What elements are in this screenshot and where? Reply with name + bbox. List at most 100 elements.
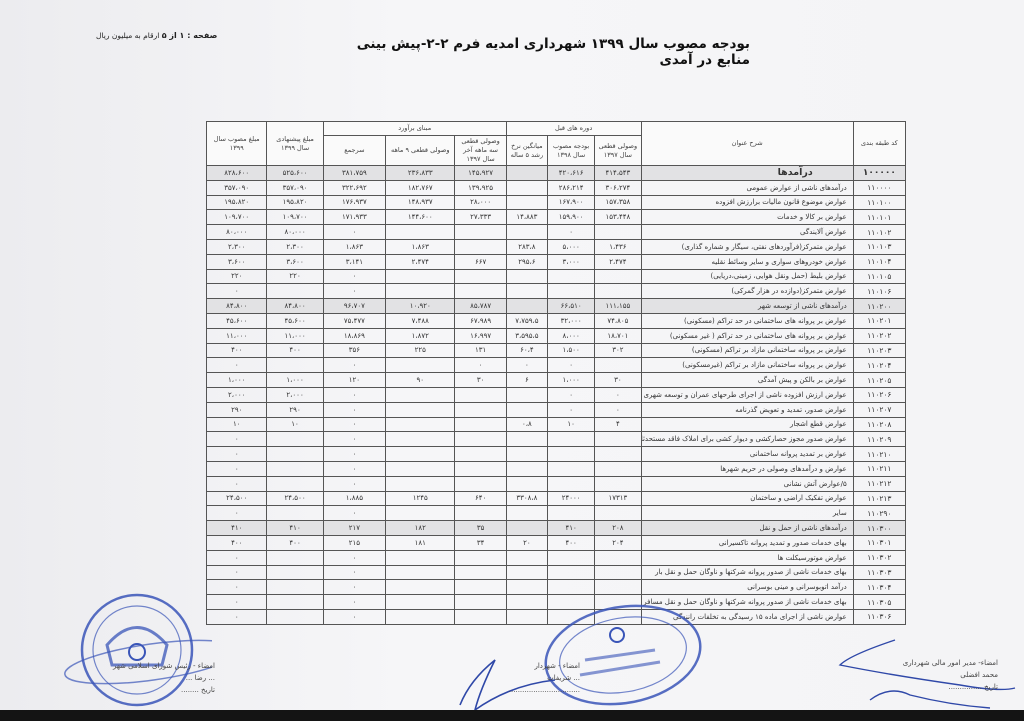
row-code: ۱۱۰۲۰۵ [852, 372, 907, 388]
row-value: ۱۴۴،۶۰۰ [385, 209, 456, 226]
row-value: ۲۰۴ [594, 534, 642, 551]
row-value [385, 564, 456, 581]
row-code: ۱۱۰۱۰۳ [852, 238, 907, 255]
row-value: ۳،۵۹۵،۵ [505, 327, 548, 344]
row-value: ۶۰،۴ [505, 342, 548, 359]
col-header-code: کد طبقه بندی [852, 121, 907, 166]
table-row: ۱۱۰۲۰۰ درآمدهای ناشی از توسعه شهر ۱۱۱،۱۵۵ ۶… [205, 298, 907, 314]
row-value: ۸۵،۷۸۷ [454, 298, 507, 314]
row-code: ۱۱۰۳۰۵ [852, 594, 907, 610]
row-title: عوارض ارزش افزوده ناشی از اجرای طرحهای ع… [640, 386, 854, 403]
row-title: عوارض بر پروانه ساختمانی مازاد بر تراکم … [640, 342, 854, 359]
row-value [266, 431, 324, 448]
row-value: ۱۷۱،۹۳۳ [322, 209, 387, 226]
row-value [505, 549, 548, 566]
row-value: ۲۲۰ [205, 268, 268, 285]
mayor-signature-scribble [459, 659, 556, 712]
row-value: ۱۱۱،۱۵۵ [594, 298, 642, 314]
row-value: ۳۳۰۸،۸ [505, 490, 548, 507]
row-value: ۱،۸۶۳ [322, 238, 387, 255]
row-code: ۱۱۰۲۰۲ [852, 327, 907, 344]
table-row: ۱۱۰۲۰۳ عوارض بر پروانه ساختمانی مازاد بر … [205, 342, 907, 359]
row-value: ۳۵ [454, 520, 507, 536]
row-code: ۱۱۰۲۰۴ [852, 357, 907, 374]
row-code: ۱۱۰۲۰۱ [852, 312, 907, 329]
table-row: ۱۱۰۲۰۴ عوارض بر پروانه ساختمانی مازاد بر … [205, 357, 907, 374]
row-value: ۰ [594, 386, 642, 403]
row-value [454, 268, 507, 285]
row-value: ۰ [546, 401, 596, 418]
row-code: ۱۱۰۱۰۴ [852, 253, 907, 270]
row-value [454, 549, 507, 566]
council-signature-block: امضاء - رئیس شورای اسلامی شهر ... رضا ..… [80, 660, 215, 696]
row-value: ۲۴۰۰۰ [546, 490, 596, 507]
row-value: ۰ [205, 549, 268, 566]
row-value: ۰ [505, 357, 548, 374]
row-value: ۸۴،۸۰۰ [205, 298, 268, 314]
row-value: ۱،۰۰۰ [546, 372, 596, 388]
mayor-signature-block: امضاء - شهردار ... شریفات ..............… [490, 660, 580, 696]
row-value: ۱۹۵،۸۲۰ [205, 194, 268, 211]
row-value: ۴۵،۶۰۰ [205, 312, 268, 329]
row-value [454, 224, 507, 240]
table-row: ۱۰۰۰۰۰ درآمدها ۴۱۴،۵۴۳ ۴۲۰،۶۱۶ ۱۴۵،۹۲۷ ۲۳۶،۸۳… [205, 165, 907, 181]
row-value: ۰ [546, 386, 596, 403]
row-value: ۰ [322, 357, 387, 374]
row-value: ۲۸۶،۲۱۴ [546, 179, 596, 196]
row-value [505, 475, 548, 492]
row-value: ۴۰۰ [205, 534, 268, 551]
row-title: بهای خدمات ناشی از صدور پروانه شرکتها و … [640, 564, 854, 581]
row-value [266, 475, 324, 492]
table-row: ۱۱۰۳۰۲ عوارض موتورسیکلت ها ۰ ۰ [205, 549, 907, 566]
row-value [546, 579, 596, 596]
table-row: ۱۱۰۲۰۷ عوارض صدور، تمدید و تعویض گذرنامه ۰… [205, 401, 907, 418]
row-code: ۱۱۰۳۰۲ [852, 549, 907, 566]
finance-date: تاریخ ............... [948, 683, 998, 691]
row-value: ۳۸۱،۷۵۹ [322, 165, 387, 181]
table-row: ۱۱۰۱۰۳ عوارض متمرکز(فرآوردهای نفتی، سیگار… [205, 238, 907, 255]
table-row: ۱۱۰۱۰۵ عوارض بلیط (حمل ونقل هوایی، زمینی،… [205, 268, 907, 285]
row-value [594, 357, 642, 374]
row-value [505, 460, 548, 477]
row-value: ۱۵۳،۴۴۸ [594, 209, 642, 226]
col-header-total: سرجمع [322, 135, 387, 166]
row-value: ۰ [205, 357, 268, 374]
row-value [594, 460, 642, 477]
row-value: ۱۸،۷۰۱ [594, 327, 642, 344]
row-value: ۰ [322, 505, 387, 522]
row-value [454, 579, 507, 596]
row-value: ۴۱۴،۵۴۳ [594, 165, 642, 181]
row-value: ۰ [322, 579, 387, 596]
row-value: ۰ [205, 505, 268, 522]
table-row: ۱۱۰۳۰۶ عوارض ناشی از اجرای ماده ۱۵ رسیدگی… [205, 608, 907, 625]
row-title: عوارض آلایندگی [640, 224, 854, 240]
row-value [454, 283, 507, 300]
row-value: ۶۷،۹۸۹ [454, 312, 507, 329]
table-row: ۱۱۰۲۰۵ عوارض بر بالکن و پیش آمدگی ۳۰ ۱،۰۰۰ ۶… [205, 372, 907, 388]
row-value: ۱۸۲،۷۶۷ [385, 179, 456, 196]
row-value: ۰ [205, 431, 268, 448]
row-value: ۱۴۸،۹۳۷ [385, 194, 456, 211]
row-value: ۱۴،۸۸۳ [505, 209, 548, 226]
row-value: ۰،۸ [505, 416, 548, 433]
row-value: ۱۰ [205, 416, 268, 433]
row-code: ۱۱۰۱۰۱ [852, 209, 907, 226]
row-value: ۱۴۵،۹۲۷ [454, 165, 507, 181]
row-value: ۲۴،۵۰۰ [266, 490, 324, 507]
row-value: ۶۶۷ [454, 253, 507, 270]
row-value: ۱۹۵،۸۲۰ [266, 194, 324, 211]
row-value: ۰ [322, 431, 387, 448]
row-value [266, 594, 324, 610]
row-value [266, 446, 324, 462]
council-role: امضاء - رئیس شورای اسلامی شهر [112, 662, 215, 670]
row-value [505, 194, 548, 211]
table-row: ۱۱۰۲۰۲ عوارض بر پروانه های ساختمانی در حد… [205, 327, 907, 344]
row-value [505, 298, 548, 314]
row-value: ۲۲۰ [266, 268, 324, 285]
row-value [594, 564, 642, 581]
row-value: ۱۳۹،۹۲۵ [454, 179, 507, 196]
row-value: ۲۴،۵۰۰ [205, 490, 268, 507]
row-value: ۴۲۰،۶۱۶ [546, 165, 596, 181]
row-value [505, 386, 548, 403]
row-value: ۰ [594, 401, 642, 418]
